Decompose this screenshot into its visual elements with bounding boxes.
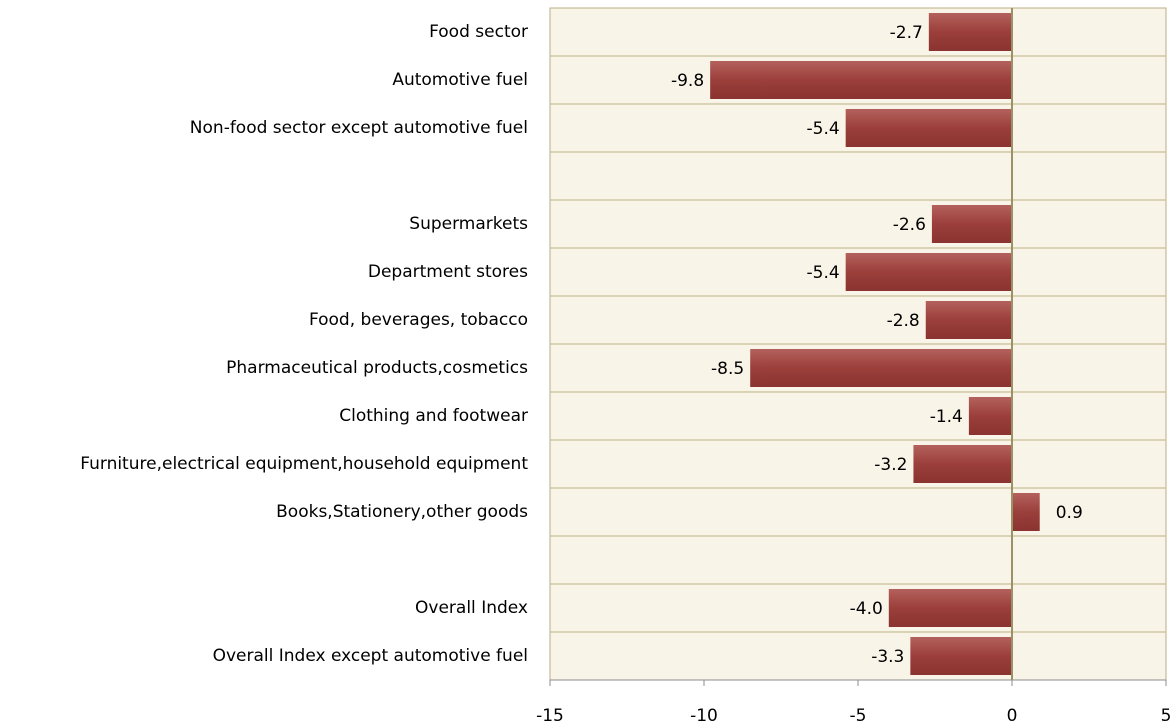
bar: [845, 253, 1012, 291]
bar: [968, 397, 1012, 435]
y-tick-label: Automotive fuel: [392, 70, 528, 90]
x-tick-label: -10: [690, 706, 718, 726]
value-label: -8.5: [711, 359, 744, 379]
bar: [845, 109, 1012, 147]
bar: [710, 61, 1012, 99]
bar: [910, 637, 1012, 675]
bar: [931, 205, 1012, 243]
value-label: -5.4: [807, 119, 840, 139]
value-label: -2.7: [890, 23, 923, 43]
y-tick-label: Clothing and footwear: [339, 406, 528, 426]
y-tick-label: Food, beverages, tobacco: [309, 310, 528, 330]
bar: [913, 445, 1012, 483]
y-tick-label: Department stores: [368, 262, 528, 282]
bar: [888, 589, 1012, 627]
y-tick-label: Supermarkets: [409, 214, 528, 234]
y-tick-label: Overall Index except automotive fuel: [213, 646, 528, 666]
y-tick-label: Overall Index: [415, 598, 528, 618]
value-label: -5.4: [807, 263, 840, 283]
value-label: -4.0: [850, 599, 883, 619]
bar: [750, 349, 1012, 387]
x-tick-label: -15: [536, 706, 564, 726]
bar: [928, 13, 1012, 51]
value-label: -3.3: [871, 647, 904, 667]
y-tick-label: Furniture,electrical equipment,household…: [80, 454, 528, 474]
y-tick-label: Food sector: [429, 22, 528, 42]
bar: [925, 301, 1012, 339]
value-label: -2.8: [887, 311, 920, 331]
y-tick-label: Non-food sector except automotive fuel: [190, 118, 528, 138]
bar: [1012, 493, 1040, 531]
x-tick-label: 0: [1007, 706, 1018, 726]
y-tick-label: Books,Stationery,other goods: [276, 502, 528, 522]
value-label: -3.2: [874, 455, 907, 475]
y-tick-label: Pharmaceutical products,cosmetics: [226, 358, 528, 378]
value-label: -9.8: [671, 71, 704, 91]
x-tick-label: 5: [1161, 706, 1172, 726]
value-label: 0.9: [1056, 503, 1083, 523]
value-label: -2.6: [893, 215, 926, 235]
x-tick-label: -5: [850, 706, 867, 726]
value-label: -1.4: [930, 407, 963, 427]
